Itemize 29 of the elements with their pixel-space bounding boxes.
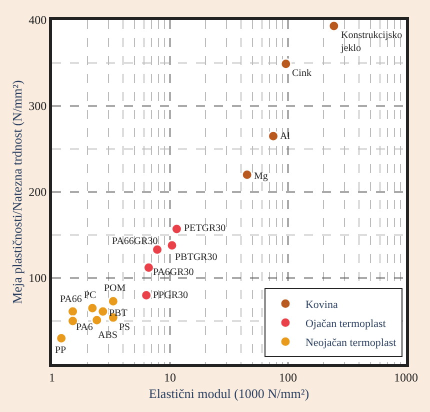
y-tick-label: 100 xyxy=(28,271,47,286)
legend-label: Kovina xyxy=(305,298,338,311)
x-axis-title: Elastični modul (1000 N/mm²) xyxy=(148,386,310,401)
legend-label: Ojačan termoplast xyxy=(305,318,386,330)
y-axis-title: Meja plastičnosti/Natezna trdnost (N/mm²) xyxy=(10,80,25,304)
annotation: PETGR30 xyxy=(184,223,226,234)
annotation: Cink xyxy=(292,68,312,79)
annotation: PS xyxy=(119,322,130,333)
annotation: PC xyxy=(84,290,97,301)
x-tick-label: 100 xyxy=(279,370,297,384)
annotation: PBT xyxy=(109,308,128,319)
annotation: ABS xyxy=(98,330,118,341)
annotation: Konstrukcijsko jeklo xyxy=(340,30,402,54)
annotation: PBTGR30 xyxy=(175,252,218,263)
annotation: PP xyxy=(55,345,67,356)
annotation: Mg xyxy=(254,171,268,182)
x-tick-label: 1000 xyxy=(394,370,418,384)
annotation: PA66GR30 xyxy=(112,236,158,247)
legend-label: Neojačan termoplast xyxy=(305,336,396,349)
annotation: Al xyxy=(280,131,290,142)
annotation: PA6GR30 xyxy=(153,267,194,278)
annotation: POM xyxy=(104,283,126,294)
annotation: PA6 xyxy=(76,322,93,333)
x-tick-label: 10 xyxy=(164,370,176,384)
y-tick-label: 200 xyxy=(28,185,47,200)
x-tick-label: 1 xyxy=(49,370,55,384)
y-tick-label: 400 xyxy=(28,13,47,28)
y-tick-label: 300 xyxy=(28,99,47,114)
annotation: PA66 xyxy=(60,294,82,305)
